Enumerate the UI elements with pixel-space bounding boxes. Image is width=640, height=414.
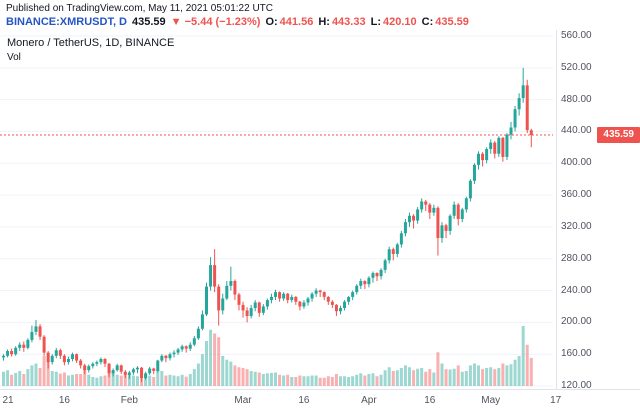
price-tick-label: 520.00 [561,61,592,73]
low-value: 420.10 [382,16,417,28]
price-tick-label: 120.00 [561,380,592,392]
price-tick-label: 160.00 [561,348,592,360]
price-tick-label: 480.00 [561,93,592,105]
price-chart-plot[interactable] [0,30,556,389]
last-price-badge: 435.59 [597,126,640,143]
volume-series [2,326,533,386]
time-tick-label: 16 [298,395,310,406]
time-tick-label: May [481,395,501,406]
open-label: O: [265,16,278,28]
price-tick-label: 560.00 [561,30,592,41]
price-tick-label: 240.00 [561,284,592,296]
time-tick-label: Mar [234,395,252,406]
time-tick-label: 21 [2,395,14,406]
close-label: C: [421,16,434,28]
close-value: 435.59 [435,16,469,28]
price-tick-label: 360.00 [561,189,592,201]
time-tick-label: 16 [424,395,436,406]
price-tick-label: 320.00 [561,220,592,232]
close-readout: C: 435.59 [422,16,469,28]
published-line: Published on TradingView.com, May 11, 20… [6,3,274,14]
time-scale[interactable]: 21 16 Feb Mar 16 Apr 16 May 17 [0,389,640,414]
low-label: L: [370,16,381,28]
chart-area: Monero / TetherUS, 1D, BINANCE Vol 435.5… [0,30,640,414]
time-tick-label: Apr [361,395,377,406]
price-change: ▼ −5.44 (−1.23%) [170,16,261,28]
symbol-status-line: BINANCE:XMRUSDT, D 435.59 ▼ −5.44 (−1.23… [6,16,469,28]
high-label: H: [318,16,330,28]
price-scale[interactable]: 435.59 560.00 520.00 480.00 440.00 400.00 360… [556,30,640,392]
price-tick-label: 440.00 [561,125,592,137]
open-value: 441.56 [279,16,314,28]
price-tick-label: 200.00 [561,316,592,328]
high-readout: H: 443.33 [318,16,365,28]
time-tick-label: 17 [550,395,562,406]
high-value: 443.33 [331,16,366,28]
time-tick-label: Feb [120,395,138,406]
symbol-name: BINANCE:XMRUSDT, D [6,16,127,28]
candlestick-series [2,67,533,383]
time-tick-label: 16 [58,395,70,406]
low-readout: L: 420.10 [371,16,417,28]
last-price-value: 435.59 [132,16,166,28]
price-tick-label: 280.00 [561,252,592,264]
grid-lines [0,35,553,387]
price-tick-label: 400.00 [561,157,592,169]
open-readout: O: 441.56 [265,16,313,28]
